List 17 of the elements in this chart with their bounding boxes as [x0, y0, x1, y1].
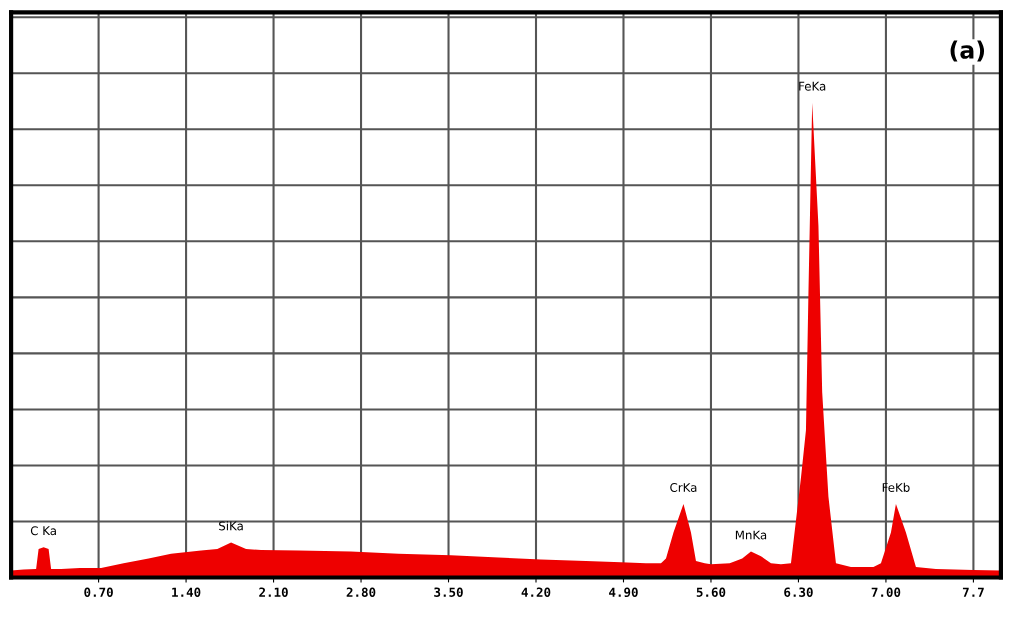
annotation: FeKa — [799, 81, 826, 91]
annotation: CrKa — [670, 482, 697, 492]
x-tick-label: 2.80 — [346, 587, 376, 597]
x-tick-label: 7.00 — [871, 587, 901, 597]
annotation: C Ka — [30, 526, 56, 536]
x-tick-label: 2.10 — [259, 587, 288, 597]
x-tick-label: 6.30 — [784, 587, 813, 597]
x-tick-label: 4.90 — [609, 587, 638, 597]
text: (a) — [950, 40, 985, 62]
x-tick-label: 4.20 — [521, 587, 551, 597]
annotation: MnKa — [735, 530, 767, 540]
x-tick-label: 3.50 — [434, 587, 463, 597]
x-tick-label: 5.60 — [696, 587, 726, 597]
annotation: SiKa — [219, 521, 243, 531]
x-tick-label: 1.40 — [172, 587, 201, 597]
x-tick-label: 0.70 — [84, 587, 113, 597]
x-tick-label: 7.7 — [962, 587, 984, 597]
